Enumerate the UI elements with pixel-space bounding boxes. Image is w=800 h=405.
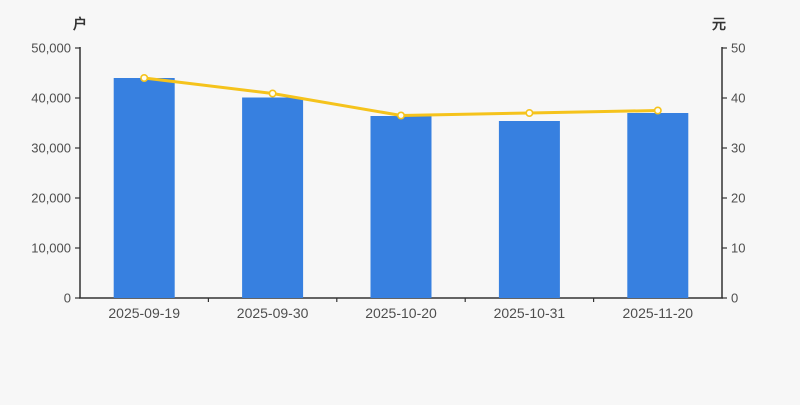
bar[interactable] [370,116,432,298]
right-axis-tick-label: 0 [731,291,738,306]
right-axis-tick-label: 10 [731,241,745,256]
bar[interactable] [113,78,175,298]
left-axis-tick-label: 0 [64,291,71,306]
left-axis-tick-label: 50,000 [31,41,71,56]
left-axis-unit-label: 户 [73,16,87,32]
price-line-point[interactable] [653,106,662,115]
left-axis-tick-label: 40,000 [31,91,71,106]
left-axis-tick-label: 20,000 [31,191,71,206]
bar[interactable] [242,97,304,299]
right-axis-tick-label: 30 [731,141,745,156]
bar[interactable] [627,113,689,298]
x-axis-category-label: 2025-09-30 [237,305,309,321]
x-axis-category-label: 2025-10-20 [365,305,437,321]
price-line-point[interactable] [525,109,534,118]
right-axis-tick-label: 40 [731,91,745,106]
right-axis-tick-label: 20 [731,191,745,206]
price-line [142,76,660,117]
x-axis-category-label: 2025-09-19 [108,305,180,321]
price-line-point[interactable] [268,89,277,98]
bar[interactable] [498,121,560,298]
x-axis-category-label: 2025-10-31 [494,305,566,321]
left-axis-tick-label: 10,000 [31,241,71,256]
right-axis-tick-label: 50 [731,41,745,56]
price-line-point[interactable] [140,74,149,83]
price-line-point[interactable] [396,111,405,120]
left-axis-tick-label: 30,000 [31,141,71,156]
x-axis-category-label: 2025-11-20 [623,305,694,321]
right-axis-unit-label: 元 [712,16,726,32]
